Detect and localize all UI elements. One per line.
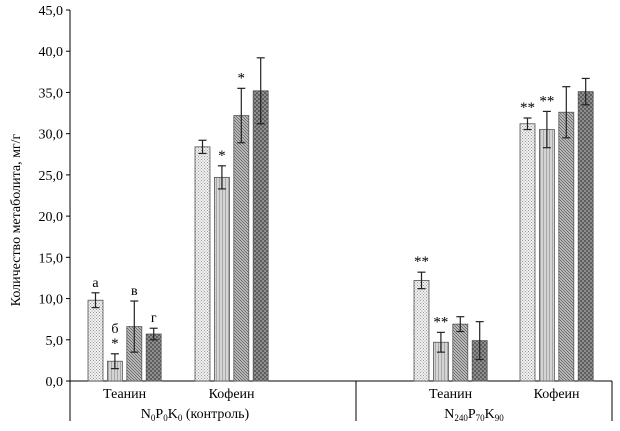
y-tick-label: 15,0 <box>39 251 64 266</box>
significance-label: ** <box>520 100 535 116</box>
y-tick-label: 5,0 <box>46 334 64 349</box>
bar <box>519 123 536 382</box>
bar <box>233 115 250 382</box>
y-tick-label: 10,0 <box>39 293 64 308</box>
bar <box>145 333 162 382</box>
significance-label: в <box>131 284 138 299</box>
y-tick-label: 30,0 <box>39 128 64 143</box>
bar <box>87 299 104 382</box>
y-tick-label: 35,0 <box>39 86 64 101</box>
y-tick-label: 40,0 <box>39 45 64 60</box>
bar <box>558 111 575 382</box>
y-tick-label: 20,0 <box>39 210 64 225</box>
bar <box>539 129 555 382</box>
y-tick-label: 25,0 <box>39 169 64 184</box>
significance-label: * <box>238 70 246 86</box>
bar <box>577 91 594 382</box>
treatment-label: N240P70K90 <box>444 407 504 423</box>
significance-label: г <box>151 311 157 326</box>
group-label: Теанин <box>429 387 473 402</box>
bar <box>213 176 230 382</box>
y-tick-label: 0,0 <box>46 375 64 390</box>
plot-area: 0,0 5,0 10,0 15,0 20,0 25,0 30,0 35,0 40,0 45,0 а б… <box>39 4 613 423</box>
bar <box>413 280 430 382</box>
significance-label: * <box>218 148 226 164</box>
y-axis-label: Количество метаболита, мг/г <box>9 133 24 306</box>
group-label: Кофеин <box>534 387 580 402</box>
group-label: Теанин <box>103 387 147 402</box>
group-label: Кофеин <box>209 387 255 402</box>
y-tick-label: 45,0 <box>39 4 64 19</box>
significance-label: ** <box>433 314 448 330</box>
significance-label: б <box>111 322 118 337</box>
treatment-label: N0P0K0 (контроль) <box>141 407 250 423</box>
significance-label: ** <box>414 254 429 270</box>
significance-label: ** <box>539 93 554 109</box>
bar <box>252 90 269 382</box>
bar <box>194 146 211 382</box>
bar <box>452 323 469 382</box>
significance-label: * <box>111 336 119 352</box>
significance-label: а <box>92 276 99 291</box>
